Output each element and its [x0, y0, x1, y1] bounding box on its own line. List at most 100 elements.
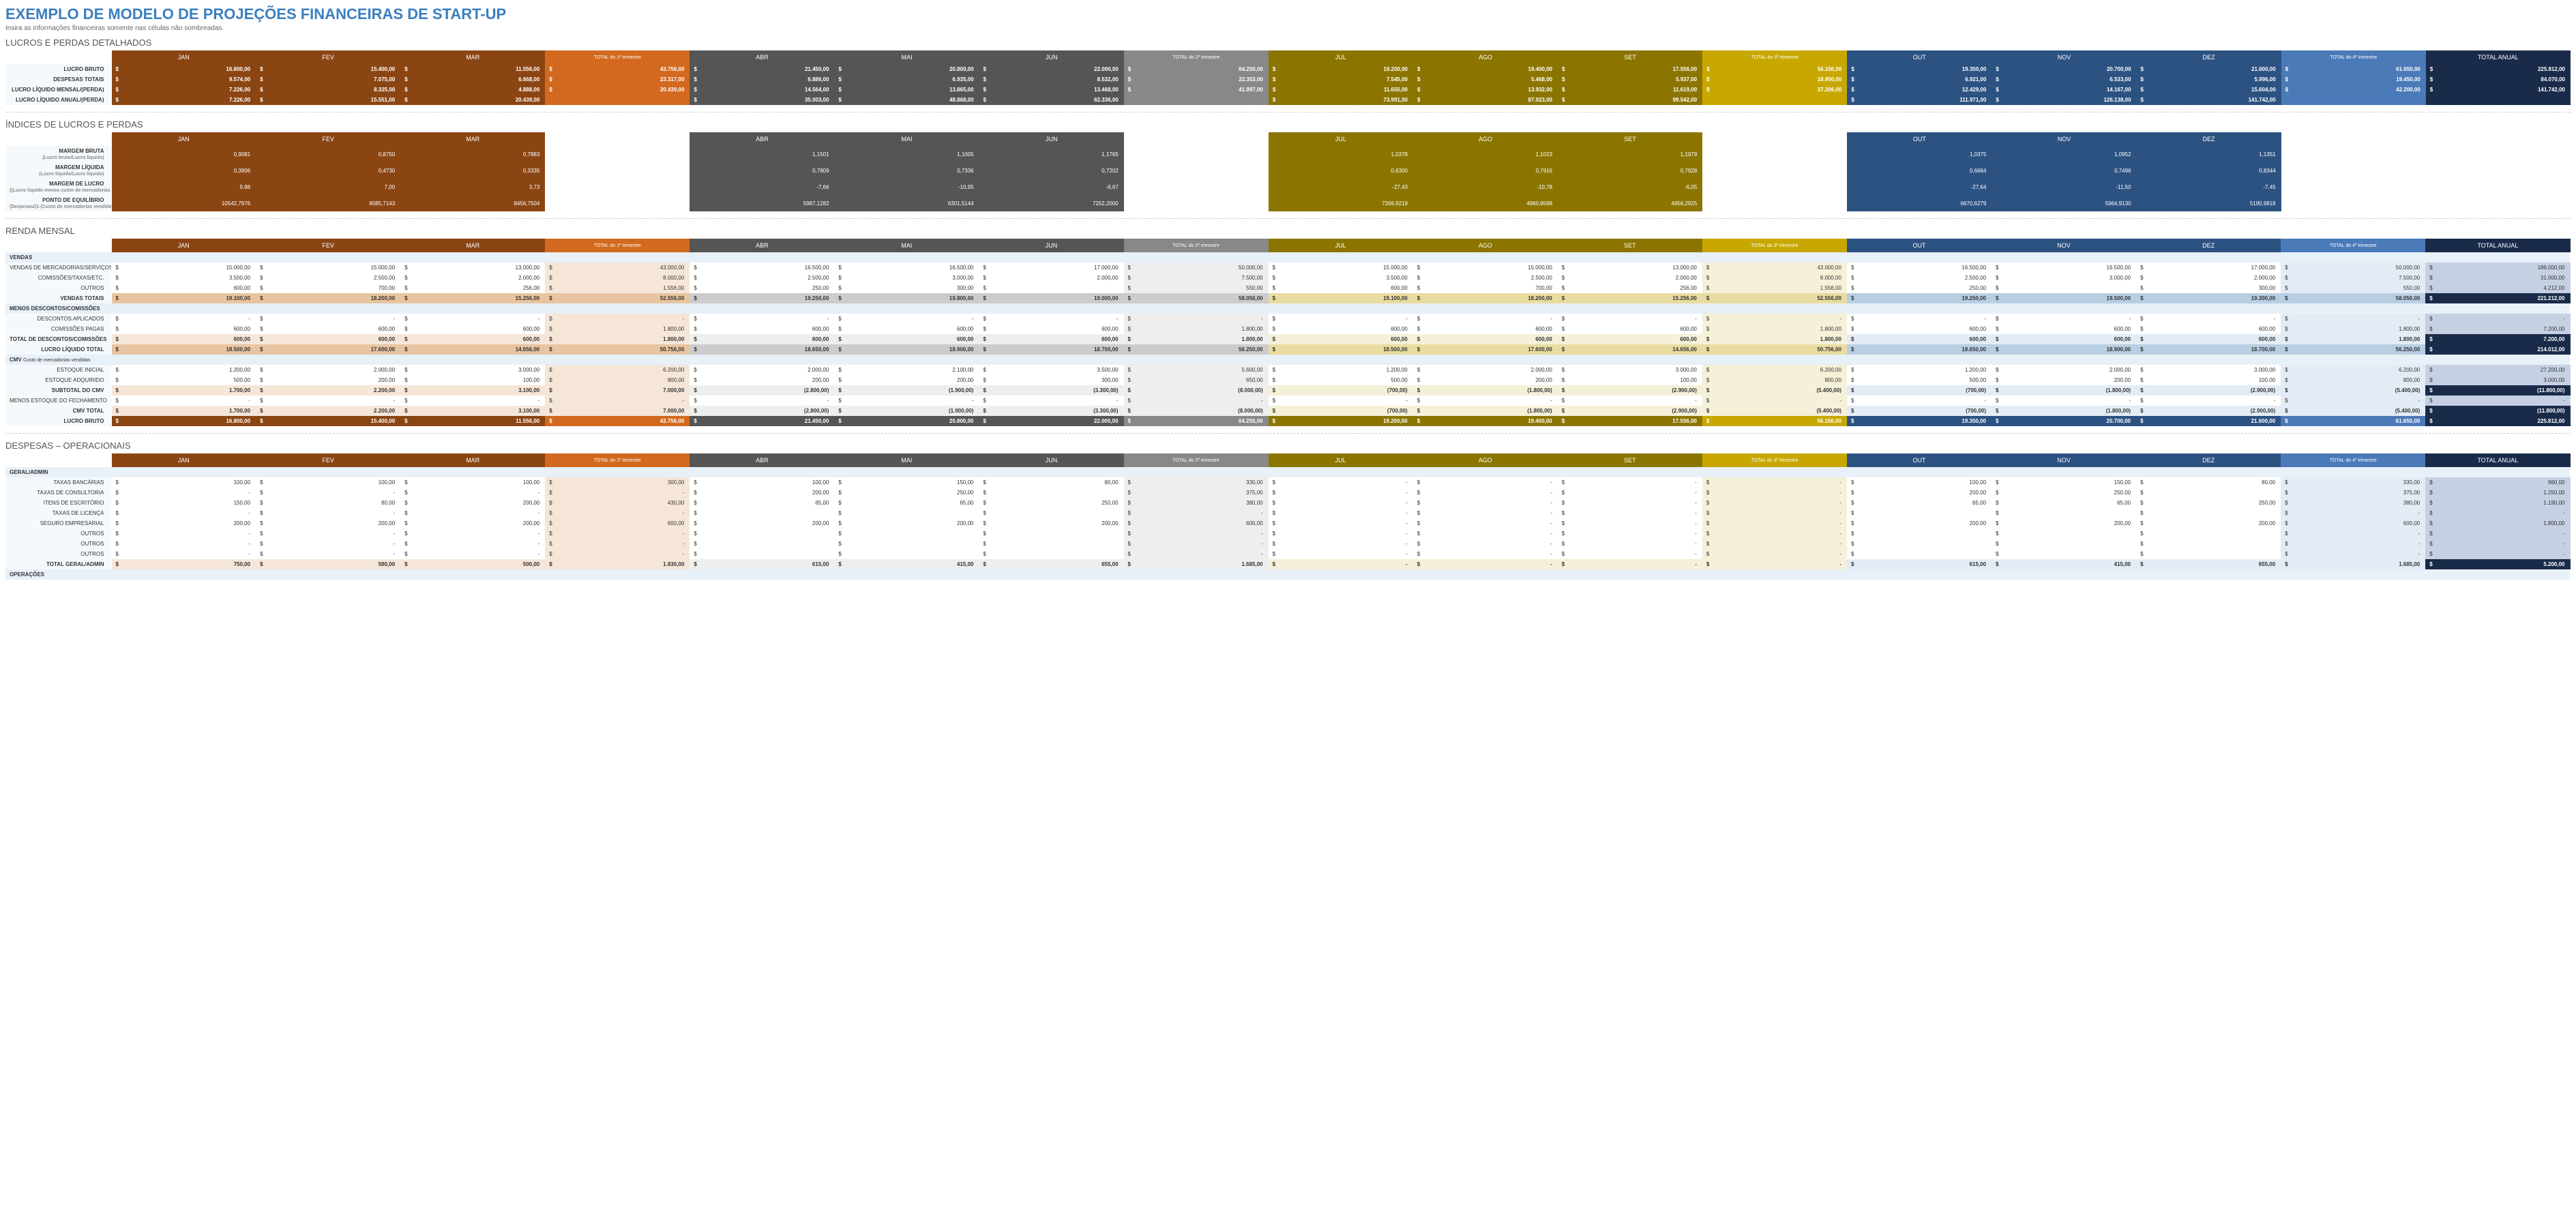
- cell[interactable]: $: [1992, 549, 2136, 559]
- cell[interactable]: $200,00: [111, 518, 256, 528]
- cell[interactable]: $13.000,00: [400, 263, 545, 273]
- cell[interactable]: $200,00: [979, 518, 1123, 528]
- cell[interactable]: $15.604,00: [2137, 85, 2281, 95]
- cell[interactable]: $225.812,00: [2426, 64, 2571, 74]
- cell[interactable]: $-: [1413, 528, 1558, 539]
- cell[interactable]: $200,00: [2136, 518, 2281, 528]
- cell[interactable]: $(2.900,00): [1558, 385, 1702, 395]
- cell[interactable]: 0,4730: [256, 162, 400, 179]
- cell[interactable]: $300,00: [979, 375, 1123, 385]
- cell[interactable]: $: [1992, 539, 2136, 549]
- cell[interactable]: $-: [111, 395, 256, 406]
- cell[interactable]: 7,00: [256, 179, 400, 195]
- cell[interactable]: 0,6664: [1847, 162, 1992, 179]
- cell[interactable]: 4956,2925: [1558, 195, 1702, 211]
- cell[interactable]: $550,00: [1124, 283, 1269, 293]
- cell[interactable]: [1702, 195, 1847, 211]
- cell[interactable]: 1,1023: [1413, 146, 1558, 162]
- cell[interactable]: $375,00: [1124, 488, 1269, 498]
- cell[interactable]: -7,45: [2137, 179, 2281, 195]
- cell[interactable]: $-: [1847, 314, 1992, 324]
- cell[interactable]: 0,7916: [1413, 162, 1558, 179]
- cell[interactable]: $1.700,00: [111, 385, 256, 395]
- cell[interactable]: $300,00: [2136, 283, 2281, 293]
- cell[interactable]: $500,00: [400, 559, 545, 569]
- cell[interactable]: $800,00: [1702, 375, 1847, 385]
- cell[interactable]: $430,00: [545, 498, 690, 508]
- cell[interactable]: $-: [2281, 314, 2425, 324]
- cell[interactable]: $-: [111, 539, 256, 549]
- cell[interactable]: [1124, 195, 1269, 211]
- cell[interactable]: -10,95: [835, 179, 979, 195]
- cell[interactable]: $600,00: [545, 518, 690, 528]
- cell[interactable]: $(700,00): [1269, 406, 1413, 416]
- cell[interactable]: $700,00: [1413, 283, 1558, 293]
- cell[interactable]: $19.400,00: [1413, 64, 1558, 74]
- cell[interactable]: $655,00: [2136, 559, 2281, 569]
- cell[interactable]: $-: [1558, 559, 1702, 569]
- cell[interactable]: $100,00: [1847, 477, 1992, 488]
- cell[interactable]: -6,05: [1558, 179, 1702, 195]
- cell[interactable]: $35.003,00: [690, 95, 834, 105]
- cell[interactable]: $48.868,00: [835, 95, 979, 105]
- cell[interactable]: $7.075,00: [256, 74, 400, 85]
- cell[interactable]: $56.156,00: [1702, 416, 1847, 426]
- cell[interactable]: $600,00: [1269, 283, 1413, 293]
- cell[interactable]: $1.200,00: [1269, 365, 1413, 375]
- cell[interactable]: $600,00: [2281, 518, 2425, 528]
- cell[interactable]: $11.655,00: [1269, 85, 1413, 95]
- cell[interactable]: $1.830,00: [545, 559, 690, 569]
- cell[interactable]: $61.650,00: [2281, 64, 2426, 74]
- cell[interactable]: 8085,7143: [256, 195, 400, 211]
- cell[interactable]: $19.250,00: [690, 293, 834, 303]
- cell[interactable]: $214.012,00: [2425, 344, 2570, 355]
- cell[interactable]: $200,00: [1413, 375, 1558, 385]
- cell[interactable]: $3.500,00: [111, 273, 256, 283]
- cell[interactable]: $1.700,00: [111, 406, 256, 416]
- cell[interactable]: 0,6300: [1269, 162, 1413, 179]
- cell[interactable]: $65,00: [1992, 498, 2136, 508]
- cell[interactable]: $-: [2136, 314, 2281, 324]
- cell[interactable]: $17.600,00: [256, 344, 400, 355]
- cell[interactable]: $8.325,00: [256, 85, 400, 95]
- cell[interactable]: $18.650,00: [1847, 344, 1992, 355]
- cell[interactable]: $100,00: [690, 477, 834, 488]
- cell[interactable]: $600,00: [1847, 334, 1992, 344]
- cell[interactable]: $18.900,00: [834, 344, 979, 355]
- cell[interactable]: $19.450,00: [2281, 74, 2426, 85]
- cell[interactable]: $3.000,00: [834, 273, 979, 283]
- cell[interactable]: $250,00: [690, 283, 834, 293]
- cell[interactable]: $300,00: [545, 477, 690, 488]
- cell[interactable]: $-: [1124, 549, 1269, 559]
- cell[interactable]: $200,00: [256, 518, 400, 528]
- cell[interactable]: $200,00: [400, 518, 545, 528]
- cell[interactable]: $600,00: [979, 334, 1123, 344]
- cell[interactable]: $-: [1413, 518, 1558, 528]
- cell[interactable]: $126.138,00: [1992, 95, 2136, 105]
- cell[interactable]: $(5.400,00): [2281, 406, 2425, 416]
- cell[interactable]: $6.886,00: [690, 74, 834, 85]
- cell[interactable]: $58.050,00: [2281, 293, 2425, 303]
- cell[interactable]: $50.000,00: [1124, 263, 1269, 273]
- cell[interactable]: $(5.400,00): [1702, 406, 1847, 416]
- cell[interactable]: $-: [545, 508, 690, 518]
- cell[interactable]: $43.756,00: [545, 416, 690, 426]
- cell[interactable]: $-: [1269, 395, 1413, 406]
- cell[interactable]: $-: [256, 395, 400, 406]
- cell[interactable]: [2426, 95, 2571, 105]
- cell[interactable]: $(1.800,00): [1992, 385, 2136, 395]
- cell[interactable]: $600,00: [1413, 334, 1558, 344]
- cell[interactable]: $(1.900,00): [834, 385, 979, 395]
- cell[interactable]: $: [1992, 508, 2136, 518]
- cell[interactable]: $16.500,00: [690, 263, 834, 273]
- cell[interactable]: 0,8344: [2137, 162, 2281, 179]
- cell[interactable]: $: [690, 539, 834, 549]
- cell[interactable]: $600,00: [1992, 334, 2136, 344]
- cell[interactable]: $13.932,00: [1413, 85, 1558, 95]
- cell[interactable]: $3.100,00: [400, 406, 545, 416]
- cell[interactable]: $-: [690, 395, 834, 406]
- cell[interactable]: $: [979, 508, 1123, 518]
- cell[interactable]: $-: [400, 395, 545, 406]
- cell[interactable]: $2.100,00: [834, 365, 979, 375]
- cell[interactable]: $200,00: [834, 375, 979, 385]
